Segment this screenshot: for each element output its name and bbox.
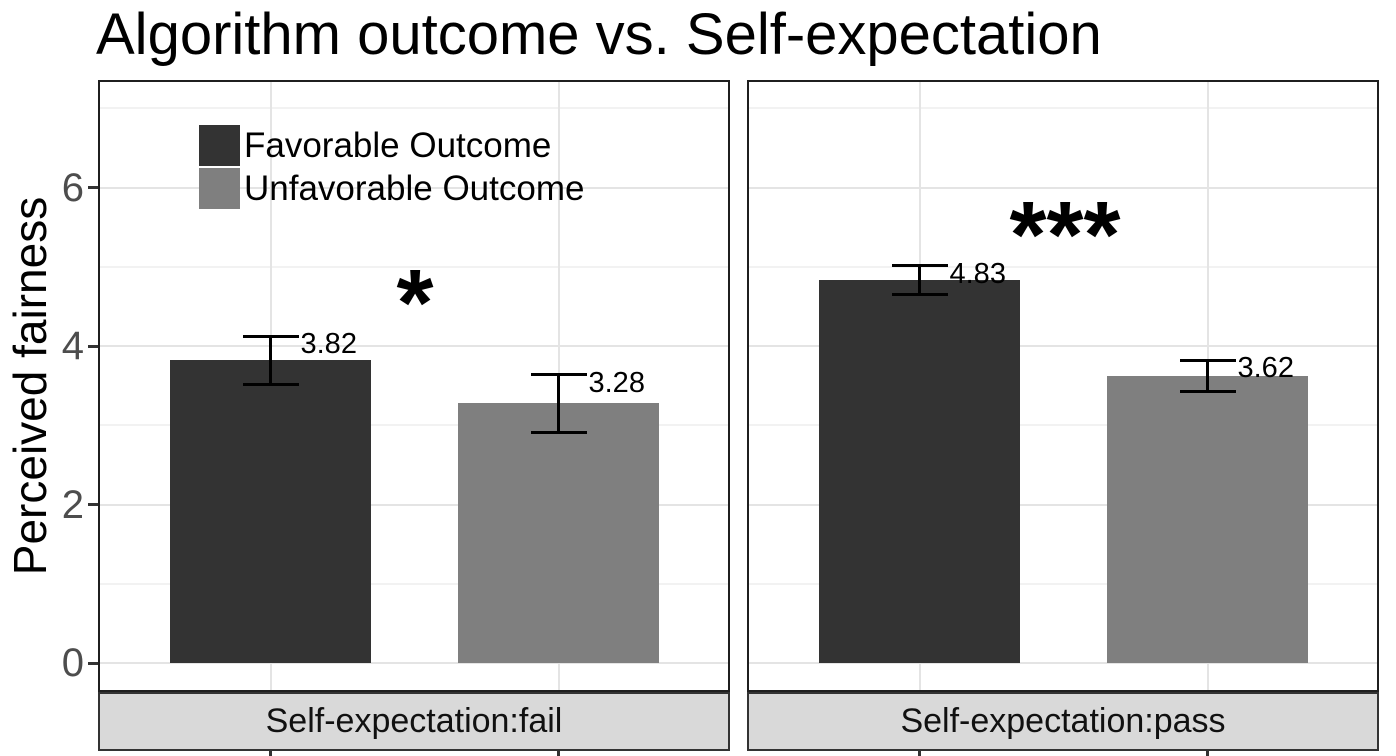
legend-label-favorable: Favorable Outcome (244, 125, 552, 165)
gridline-major (98, 186, 730, 189)
gridline-major (747, 662, 1379, 664)
legend-label-unfavorable: Unfavorable Outcome (244, 168, 585, 208)
gridline-major (98, 503, 730, 506)
y-tick-label: 6 (61, 165, 84, 210)
gridline-major (98, 662, 730, 664)
gridline-minor (98, 582, 730, 585)
facet-panel-pass: *** 4.83 3.62 (747, 80, 1379, 692)
bar-value-label: 3.62 (1237, 352, 1294, 385)
gridline-major (747, 345, 1379, 347)
bar-unfavorable (1107, 376, 1308, 663)
error-bar-stem (269, 336, 272, 385)
x-tick-mark (918, 751, 921, 756)
gridline-minor (98, 265, 730, 268)
y-tick-label: 0 (61, 641, 84, 685)
error-bar-cap-top (530, 373, 587, 377)
error-bar-cap-bottom (891, 292, 948, 296)
gridline-minor (747, 107, 1379, 110)
x-tick-mark (557, 751, 560, 756)
chart-title: Algorithm outcome vs. Self-expectation (96, 2, 1102, 67)
panel-border (98, 80, 730, 692)
y-tick-mark (88, 503, 98, 506)
x-tick-mark (1206, 751, 1209, 756)
gridline-major (747, 503, 1379, 506)
y-tick-label: 2 (61, 482, 84, 527)
error-bar-stem (1206, 360, 1209, 392)
bar-value-label: 4.83 (949, 257, 1006, 290)
facet-strip-pass: Self-expectation:pass (747, 692, 1379, 751)
legend: Favorable Outcome Unfavorable Outcome (199, 124, 584, 210)
error-bar-cap-bottom (1179, 390, 1236, 394)
bar-favorable (819, 280, 1020, 663)
legend-item-unfavorable: Unfavorable Outcome (199, 167, 584, 210)
x-tick-mark (269, 751, 272, 756)
legend-swatch-favorable (199, 125, 240, 166)
gridline-minor (747, 265, 1379, 268)
facet-panel-fail: Favorable Outcome Unfavorable Outcome * … (98, 80, 730, 692)
bar-favorable (170, 360, 371, 663)
facet-strip-fail: Self-expectation:fail (98, 692, 730, 751)
error-bar-cap-bottom (242, 382, 299, 386)
gridline-minor (747, 424, 1379, 427)
gridline-minor (98, 424, 730, 427)
error-bar-cap-top (242, 334, 299, 338)
significance-marker-fail: * (396, 250, 434, 356)
gridline-minor (98, 107, 730, 110)
gridline-minor (747, 582, 1379, 585)
y-tick-mark (88, 186, 98, 189)
legend-swatch-unfavorable (199, 168, 240, 209)
error-bar-cap-top (1179, 358, 1236, 362)
y-tick-label: 4 (61, 324, 84, 368)
error-bar-stem (557, 374, 560, 433)
y-tick-mark (88, 344, 98, 348)
bar-value-label: 3.82 (300, 328, 357, 361)
gridline-major (747, 186, 1379, 189)
gridline-major (98, 345, 730, 347)
panel-border (747, 80, 1379, 692)
significance-marker-pass: *** (1009, 182, 1121, 288)
error-bar-stem (918, 265, 921, 295)
legend-item-favorable: Favorable Outcome (199, 124, 584, 167)
error-bar-cap-top (891, 264, 948, 268)
bar-value-label: 3.28 (588, 366, 645, 399)
bar-unfavorable (458, 403, 659, 663)
y-tick-mark (88, 661, 98, 665)
error-bar-cap-bottom (530, 430, 587, 434)
